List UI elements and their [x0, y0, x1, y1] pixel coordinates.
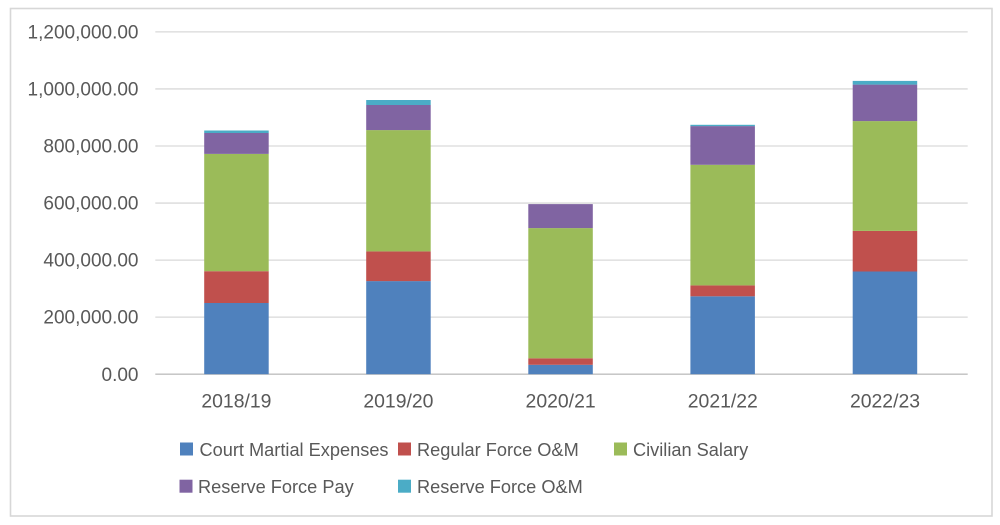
svg-text:Regular Force O&M: Regular Force O&M: [417, 440, 579, 460]
svg-text:Reserve Force Pay: Reserve Force Pay: [198, 477, 355, 497]
svg-text:1,200,000.00: 1,200,000.00: [28, 23, 139, 44]
svg-text:2022/23: 2022/23: [850, 391, 920, 413]
svg-text:Reserve Force O&M: Reserve Force O&M: [417, 477, 583, 497]
svg-text:600,000.00: 600,000.00: [43, 194, 138, 215]
svg-text:2019/20: 2019/20: [363, 391, 433, 413]
svg-text:2021/22: 2021/22: [688, 391, 758, 413]
svg-text:400,000.00: 400,000.00: [43, 251, 138, 272]
svg-text:2020/21: 2020/21: [526, 391, 596, 413]
svg-text:800,000.00: 800,000.00: [43, 137, 138, 158]
svg-text:200,000.00: 200,000.00: [43, 308, 138, 329]
svg-text:1,000,000.00: 1,000,000.00: [28, 80, 139, 101]
svg-text:Court Martial Expenses: Court Martial Expenses: [200, 440, 389, 460]
svg-text:0.00: 0.00: [102, 365, 139, 386]
svg-text:2018/19: 2018/19: [201, 391, 271, 413]
svg-text:Civilian Salary: Civilian Salary: [633, 440, 749, 460]
